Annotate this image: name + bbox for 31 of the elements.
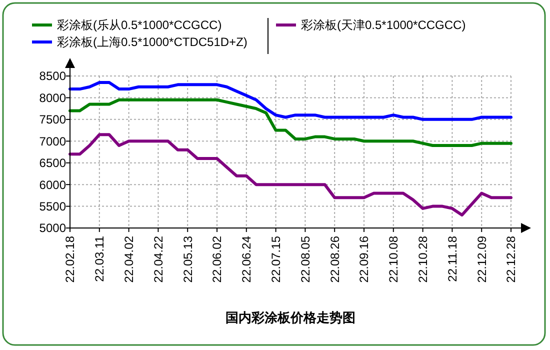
x-tick-label: 22.03.11 (92, 236, 107, 282)
line-series (68, 98, 512, 147)
y-tick-label: 8000 (39, 90, 66, 105)
legend-label: 彩涂板(上海0.5*1000*CTDC51D+Z) (57, 35, 248, 50)
y-tick-label: 8500 (39, 69, 66, 84)
y-tick-label: 5000 (39, 221, 66, 236)
x-tick-label: 22.02.18 (63, 236, 78, 283)
x-tick-label: 22.09.16 (357, 236, 372, 283)
x-tick-label: 22.06.24 (240, 236, 254, 283)
legend-label: 彩涂板(天津0.5*1000*CCGCC) (301, 18, 466, 32)
x-tick-label: 22.04.22 (151, 236, 166, 283)
y-tick-label: 7500 (39, 112, 66, 127)
x-tick-label: 22.04.02 (122, 236, 136, 283)
x-tick-label: 22.10.08 (386, 236, 401, 283)
line-series (68, 133, 512, 216)
x-tick-label: 22.12.28 (504, 236, 518, 283)
x-tick-label: 22.11.18 (445, 236, 460, 282)
legend-label: 彩涂板(乐从0.5*1000*CCGCC) (57, 18, 222, 32)
x-tick-label: 22.05.13 (180, 236, 195, 283)
text: 国内彩涂板价格走势图 (226, 310, 356, 325)
x-tick-label: 22.12.09 (474, 236, 489, 283)
y-tick-label: 6000 (39, 178, 66, 192)
line-series (68, 81, 512, 121)
x-tick-label: 22.07.15 (269, 236, 283, 283)
x-tick-label: 22.08.05 (298, 236, 312, 283)
x-tick-label: 22.08.26 (328, 236, 342, 283)
x-tick-label: 22.06.02 (210, 236, 224, 283)
y-tick-label: 5500 (39, 199, 66, 214)
y-tick-label: 7000 (39, 134, 66, 148)
y-tick-label: 6500 (39, 156, 66, 170)
x-tick-label: 22.10.28 (416, 236, 430, 283)
